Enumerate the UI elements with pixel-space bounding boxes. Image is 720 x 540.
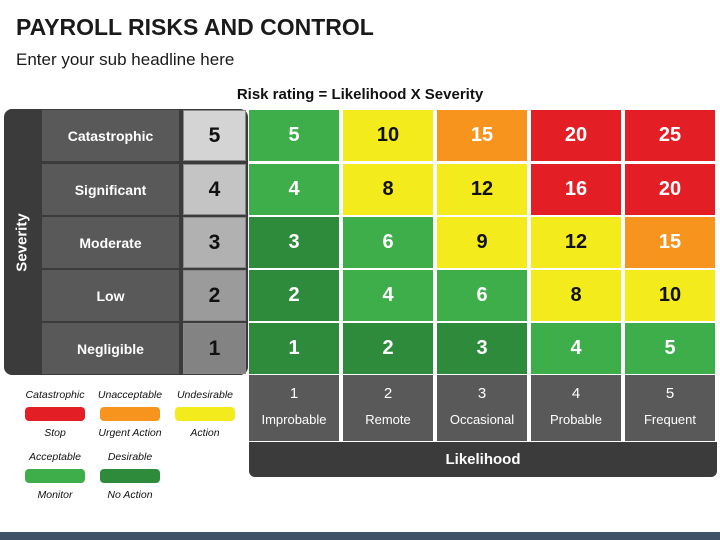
risk-cell: 20	[625, 164, 715, 215]
likelihood-label: Probable	[549, 412, 603, 427]
likelihood-column: 4 Probable	[531, 375, 621, 441]
likelihood-number: 3	[477, 385, 487, 402]
legend-category: Desirable	[107, 451, 153, 463]
risk-cell: 20	[531, 110, 621, 161]
risk-cell: 2	[343, 323, 433, 374]
likelihood-number: 2	[383, 385, 393, 402]
likelihood-column: 2 Remote	[343, 375, 433, 441]
severity-label-moderate: Moderate	[42, 217, 179, 268]
risk-cell: 15	[625, 217, 715, 268]
legend-item: Desirable No Action	[93, 451, 167, 502]
severity-label-catastrophic: Catastrophic	[42, 110, 179, 161]
legend-item: Catastrophic Stop	[18, 389, 92, 440]
risk-cell: 5	[249, 110, 339, 161]
risk-cell: 6	[343, 217, 433, 268]
risk-cell: 1	[249, 323, 339, 374]
risk-cell: 4	[343, 270, 433, 321]
legend-category: Catastrophic	[25, 389, 85, 401]
risk-cell: 5	[625, 323, 715, 374]
severity-label-negligible: Negligible	[42, 323, 179, 374]
likelihood-column: 1 Improbable	[249, 375, 339, 441]
risk-cell: 4	[249, 164, 339, 215]
page-title: PAYROLL RISKS AND CONTROL	[16, 14, 374, 40]
risk-cell: 10	[625, 270, 715, 321]
severity-number: 1	[183, 323, 246, 374]
risk-cell: 9	[437, 217, 527, 268]
likelihood-number: 5	[665, 385, 675, 402]
likelihood-column: 3 Occasional	[437, 375, 527, 441]
risk-cell: 3	[437, 323, 527, 374]
legend-action: Action	[190, 427, 220, 439]
likelihood-label: Improbable	[261, 412, 327, 427]
risk-cell: 8	[343, 164, 433, 215]
severity-number: 3	[183, 217, 246, 268]
legend-category: Acceptable	[29, 451, 81, 463]
legend-category: Undesirable	[176, 389, 234, 401]
risk-cell: 15	[437, 110, 527, 161]
severity-label-significant: Significant	[42, 164, 179, 215]
legend-item: Acceptable Monitor	[18, 451, 92, 502]
likelihood-number: 4	[571, 385, 581, 402]
risk-cell: 12	[531, 217, 621, 268]
severity-number: 5	[183, 110, 246, 161]
legend-action: Stop	[44, 427, 66, 439]
risk-cell: 12	[437, 164, 527, 215]
risk-cell: 2	[249, 270, 339, 321]
legend-swatch	[25, 407, 85, 421]
legend-action: Monitor	[37, 489, 73, 501]
legend-category: Unacceptable	[97, 389, 163, 401]
likelihood-axis-label: Likelihood	[249, 442, 717, 477]
legend-swatch	[25, 469, 85, 483]
risk-formula: Risk rating = Likelihood X Severity	[236, 86, 484, 103]
risk-cell: 25	[625, 110, 715, 161]
legend-swatch	[175, 407, 235, 421]
legend-swatch	[100, 407, 160, 421]
likelihood-number: 1	[289, 385, 299, 402]
likelihood-label: Remote	[365, 412, 411, 427]
page-subtitle: Enter your sub headline here	[16, 50, 235, 69]
risk-cell: 6	[437, 270, 527, 321]
severity-axis-label: Severity	[13, 212, 31, 272]
severity-number: 4	[183, 164, 246, 215]
legend-action: Urgent Action	[98, 427, 162, 439]
risk-cell: 3	[249, 217, 339, 268]
risk-cell: 16	[531, 164, 621, 215]
likelihood-label: Occasional	[449, 412, 515, 427]
severity-number: 2	[183, 270, 246, 321]
risk-cell: 8	[531, 270, 621, 321]
legend-item: Undesirable Action	[168, 389, 242, 440]
legend-action: No Action	[107, 489, 153, 501]
risk-cell: 10	[343, 110, 433, 161]
likelihood-label: Frequent	[643, 412, 697, 427]
likelihood-column: 5 Frequent	[625, 375, 715, 441]
legend-swatch	[100, 469, 160, 483]
footer-bar	[0, 532, 720, 540]
legend-item: Unacceptable Urgent Action	[93, 389, 167, 440]
risk-cell: 4	[531, 323, 621, 374]
severity-label-low: Low	[42, 270, 179, 321]
